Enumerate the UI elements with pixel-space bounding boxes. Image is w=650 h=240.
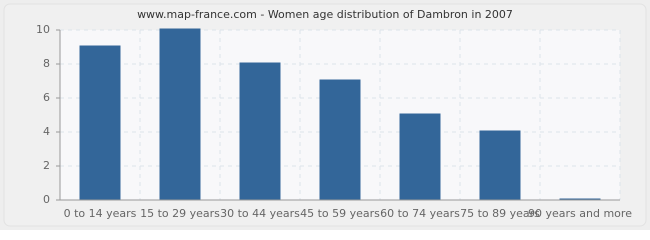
y-tick-label: 8 (43, 57, 50, 70)
chart-title: www.map-france.com - Women age distribut… (137, 8, 513, 21)
chart: www.map-france.com - Women age distribut… (0, 0, 650, 230)
x-tick-label: 30 to 44 years (220, 207, 300, 220)
x-tick-label: 75 to 89 years (460, 207, 540, 220)
y-tick-label: 2 (43, 159, 50, 172)
x-tick-label: 15 to 29 years (140, 207, 220, 220)
x-tick-label: 45 to 59 years (300, 207, 380, 220)
bar (479, 130, 521, 201)
y-tick-label: 6 (43, 91, 50, 104)
y-tick-label: 4 (43, 125, 50, 138)
x-tick-label: 60 to 74 years (380, 207, 460, 220)
bar (159, 28, 201, 201)
bar (319, 79, 361, 201)
x-tick-label: 90 years and more (528, 207, 632, 220)
bar (79, 45, 121, 201)
y-tick-label: 0 (43, 193, 50, 206)
y-tick-label: 10 (36, 23, 50, 36)
bar (239, 62, 281, 201)
bar (399, 113, 441, 201)
x-tick-label: 0 to 14 years (64, 207, 137, 220)
